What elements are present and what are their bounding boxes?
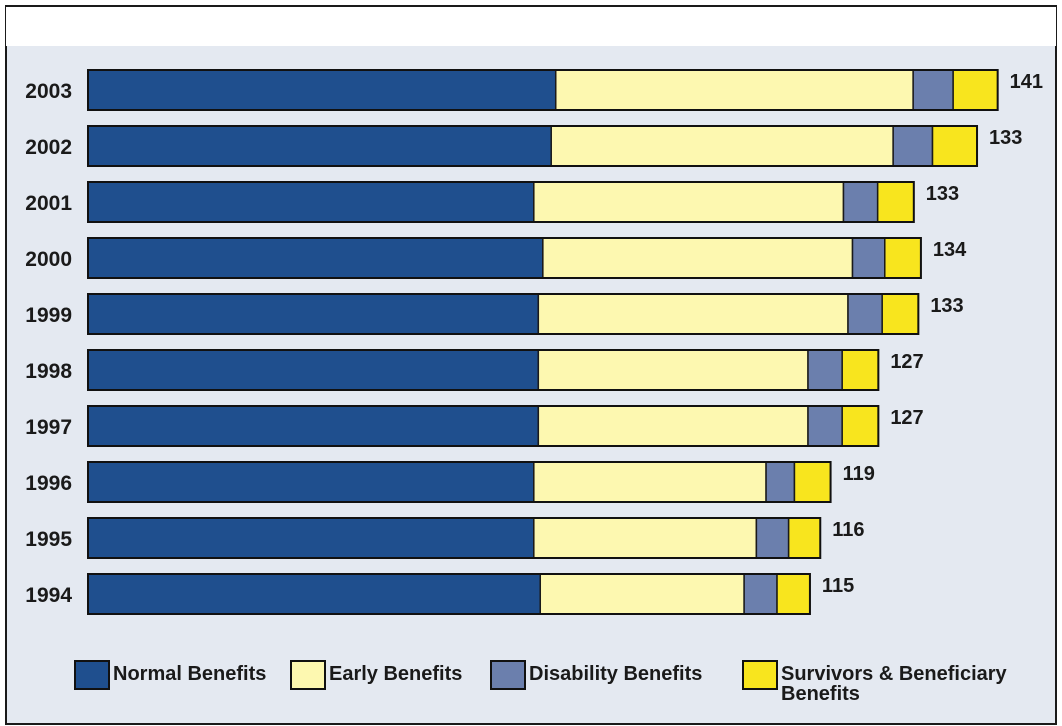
bar-segment-early-1997 (537, 405, 809, 447)
bar-segment-disability-2000 (851, 237, 886, 279)
bar-segment-normal-2003 (87, 69, 557, 111)
bar-segment-survivors-1999 (881, 293, 920, 335)
bar-segment-normal-1998 (87, 349, 540, 391)
bar-segment-early-1995 (533, 517, 758, 559)
category-label-1997: 1997 (25, 416, 72, 439)
bar-segment-survivors-2002 (931, 125, 978, 167)
bar-segment-survivors-1994 (776, 573, 811, 615)
labels-layer: 2003 141 2002 133 2001 133 2000 134 1999 133 1998 1… (25, 71, 1043, 607)
legend-swatch-normal-benefits (74, 660, 110, 690)
bar-segment-disability-1999 (847, 293, 883, 335)
bars-layer (87, 69, 999, 615)
bar-segment-normal-2002 (87, 125, 552, 167)
bar-segment-early-1998 (537, 349, 809, 391)
bar-segment-normal-1994 (87, 573, 542, 615)
bar-segment-early-2003 (554, 69, 914, 111)
bar-outline-2002 (87, 125, 979, 167)
bar-segment-early-2000 (542, 237, 854, 279)
category-label-1996: 1996 (25, 472, 72, 495)
bar-segment-survivors-2003 (952, 69, 999, 111)
category-label-1998: 1998 (25, 360, 72, 383)
bar-segment-normal-2000 (87, 237, 544, 279)
bar-segment-survivors-1996 (793, 461, 832, 503)
bar-outline-1994 (87, 573, 811, 615)
bar-segment-survivors-1997 (841, 405, 880, 447)
category-label-2003: 2003 (25, 80, 72, 103)
bar-outline-1999 (87, 293, 920, 335)
bar-outline-1997 (87, 405, 880, 447)
bar-outline-1996 (87, 461, 832, 503)
bar-segment-disability-1998 (807, 349, 843, 391)
category-label-1994: 1994 (25, 584, 72, 607)
category-label-2001: 2001 (25, 192, 72, 215)
bar-segment-disability-2003 (912, 69, 954, 111)
total-label-2003: 141 (1010, 71, 1043, 93)
bar-outline-1995 (87, 517, 822, 559)
bar-outline-2000 (87, 237, 922, 279)
bar-segment-early-1996 (533, 461, 767, 503)
bar-segment-disability-2002 (892, 125, 934, 167)
total-label-1998: 127 (890, 351, 923, 373)
bar-outline-1998 (87, 349, 880, 391)
total-label-1999: 133 (930, 295, 963, 317)
legend-item-early-benefits: Early Benefits (290, 660, 462, 690)
legend-label-disability-benefits: Disability Benefits (529, 663, 703, 685)
total-label-2002: 133 (989, 127, 1022, 149)
legend-label-normal-benefits: Normal Benefits (113, 663, 267, 685)
legend: Normal Benefits Early Benefits Disabilit… (74, 660, 1049, 720)
legend-item-survivors-benefits: Survivors & Beneficiary Benefits (742, 660, 1041, 704)
bar-segment-survivors-2000 (884, 237, 922, 279)
bar-segment-early-1994 (539, 573, 745, 615)
bar-segment-disability-2001 (842, 181, 879, 223)
legend-swatch-early-benefits (290, 660, 326, 690)
legend-label-survivors-benefits: Survivors & Beneficiary Benefits (781, 663, 1007, 705)
bar-segment-normal-1999 (87, 293, 540, 335)
chart-top-margin (6, 6, 1056, 46)
bar-segment-disability-1995 (755, 517, 790, 559)
bar-segment-normal-1996 (87, 461, 535, 503)
category-label-2002: 2002 (25, 136, 72, 159)
bar-outline-2001 (87, 181, 915, 223)
bar-segment-disability-1994 (743, 573, 778, 615)
bar-segment-normal-1995 (87, 517, 535, 559)
legend-swatch-survivors-benefits (742, 660, 778, 690)
bar-segment-survivors-2001 (876, 181, 915, 223)
bar-segment-disability-1997 (807, 405, 843, 447)
bar-segment-early-2002 (550, 125, 894, 167)
bar-segment-early-1999 (537, 293, 849, 335)
total-label-1994: 115 (822, 575, 854, 597)
bar-segment-disability-1996 (765, 461, 796, 503)
category-label-1995: 1995 (25, 528, 72, 551)
bar-segment-normal-2001 (87, 181, 535, 223)
total-label-1997: 127 (890, 407, 923, 429)
total-label-1995: 116 (832, 519, 864, 541)
bar-segment-normal-1997 (87, 405, 540, 447)
total-label-2000: 134 (933, 239, 967, 261)
legend-label-early-benefits: Early Benefits (329, 663, 463, 685)
category-label-1999: 1999 (25, 304, 72, 327)
bar-segment-survivors-1998 (841, 349, 880, 391)
bar-segment-survivors-1995 (787, 517, 822, 559)
legend-item-normal-benefits: Normal Benefits (74, 660, 266, 690)
bar-segment-early-2001 (533, 181, 845, 223)
category-label-2000: 2000 (25, 248, 72, 271)
total-label-1996: 119 (843, 463, 875, 485)
total-label-2001: 133 (926, 183, 959, 205)
bar-outline-2003 (87, 69, 999, 111)
legend-swatch-disability-benefits (490, 660, 526, 690)
legend-item-disability-benefits: Disability Benefits (490, 660, 702, 690)
